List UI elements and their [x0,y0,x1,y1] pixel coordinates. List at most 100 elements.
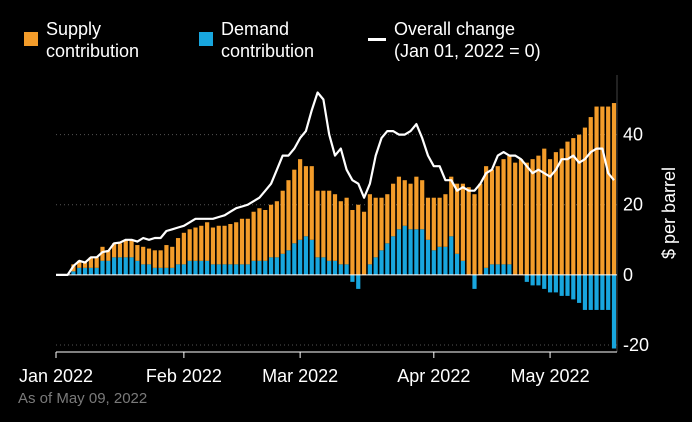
supply-bar [385,194,390,244]
legend-demand-label: Demand contribution [221,18,314,62]
supply-bar [205,222,210,261]
y-tick-label: 20 [623,195,643,215]
demand-bar [112,257,117,275]
y-tick-label: -20 [623,335,649,355]
demand-bar [123,257,128,275]
supply-bar [146,248,152,265]
supply-bar [82,262,88,268]
supply-bar [443,194,448,247]
supply-bar [478,183,483,275]
supply-bar [553,152,558,275]
demand-bar [385,243,390,275]
x-tick-label: Apr 2022 [397,366,470,386]
demand-bar [199,260,204,275]
demand-bar [315,257,320,275]
supply-bar [373,197,378,258]
supply-bar [234,222,239,265]
supply-bar [164,245,169,268]
demand-bar [298,239,303,275]
demand-bar [547,274,553,293]
demand-bar [251,260,256,275]
demand-bar [454,253,460,275]
demand-bar [274,257,279,275]
supply-bar [88,257,93,268]
supply-bar [454,183,460,254]
supply-bar [187,229,192,261]
legend-supply: Supply contribution [24,18,139,62]
supply-bar [135,245,140,261]
supply-bar [228,224,233,265]
demand-bar [443,246,448,275]
demand-bar [280,253,285,275]
legend-overall-label: Overall change (Jan 01, 2022 = 0) [394,18,541,62]
demand-bar [94,267,99,275]
supply-bar [152,250,157,268]
legend-demand-line1: Demand [221,19,290,39]
demand-bar [536,274,541,286]
supply-bar [129,239,134,258]
supply-bar [518,159,524,275]
demand-bar [565,274,570,296]
demand-bar [367,264,372,275]
demand-bar [82,267,88,275]
demand-bar [210,264,216,275]
supply-bar [106,250,111,261]
supply-bar [175,238,181,265]
demand-bar [135,260,140,275]
demand-bar [292,243,297,275]
supply-bar [222,225,227,265]
supply-bar [112,243,117,258]
legend-overall: Overall change (Jan 01, 2022 = 0) [368,18,541,62]
demand-bar [268,257,274,275]
demand-bar [187,260,192,275]
supply-bar [193,227,198,261]
supply-bar [402,180,407,226]
supply-bar [77,260,82,268]
overall-change-line [56,91,615,276]
demand-bar [530,274,535,286]
supply-bar [263,209,268,261]
demand-bar [524,274,529,282]
demand-bar [431,250,436,275]
demand-bar [414,229,419,275]
demand-bar [449,236,454,275]
demand-bar [141,264,146,275]
demand-bar [594,274,599,310]
demand-bar [205,260,210,275]
demand-bar [181,264,186,275]
demand-bar [100,260,105,275]
demand-bar [577,274,582,303]
footnote: As of May 09, 2022 [18,390,148,407]
demand-bar [507,264,512,275]
supply-bar [594,106,599,275]
demand-bar [170,267,175,275]
demand-bar [600,274,605,310]
supply-bar [123,239,128,258]
demand-bar [327,260,332,275]
supply-bar [547,159,553,275]
supply-bar [361,211,367,275]
demand-bar [425,239,431,275]
demand-bar [152,267,157,275]
supply-bar [577,134,582,275]
demand-bar [158,267,163,275]
demand-bar [77,267,82,275]
supply-bar [94,257,99,268]
supply-bar [158,250,163,268]
supply-bar [507,155,512,265]
demand-bar [379,250,384,275]
demand-bar [129,257,134,275]
supply-bar [268,204,274,258]
supply-swatch [24,32,38,46]
demand-bar [164,267,169,275]
demand-bar [193,260,198,275]
supply-bar [292,169,297,244]
supply-bar [489,169,495,265]
supply-bar [257,208,262,261]
demand-bar [321,257,326,275]
supply-bar [356,204,361,275]
demand-bar [234,264,239,275]
supply-bar [571,138,576,275]
supply-bar [530,159,535,275]
supply-bar [472,194,477,275]
